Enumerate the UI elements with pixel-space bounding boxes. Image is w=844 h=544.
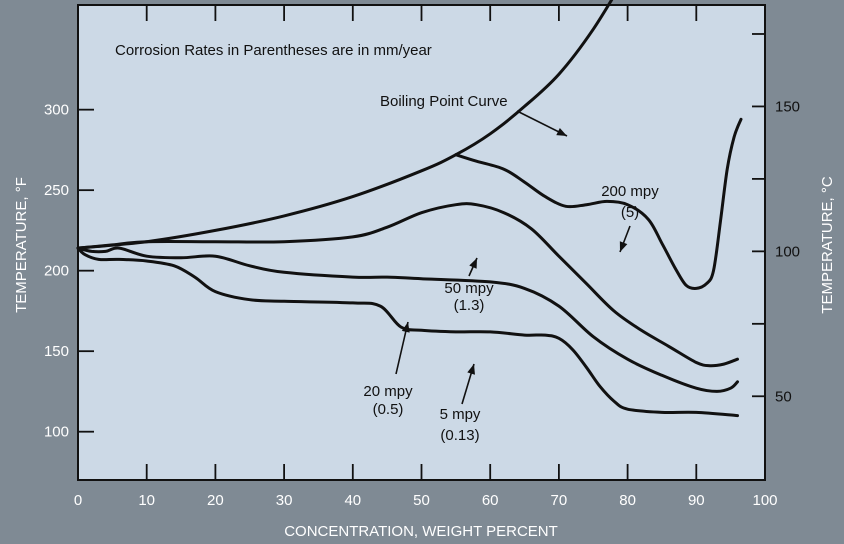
x-tick-label: 70 (551, 492, 568, 509)
x-axis-title: CONCENTRATION, WEIGHT PERCENT (284, 523, 558, 540)
curve-5-mpy-0-13 (76, 246, 739, 418)
curve-boiling-point-curve (76, 0, 614, 250)
x-tick-label: 30 (276, 492, 293, 509)
boiling-curve-label: Boiling Point Curve (380, 93, 508, 110)
data-curves (76, 0, 743, 418)
x-tick-label: 50 (413, 492, 430, 509)
x-tick-label: 60 (482, 492, 499, 509)
x-tick-label: 10 (138, 492, 155, 509)
y-tick-label-right: 50 (775, 388, 792, 405)
boiling-curve-arrowhead (556, 127, 567, 136)
annotation-arrows (395, 110, 631, 405)
y-tick-label-left: 150 (44, 343, 69, 360)
rate-200-label: 200 mpy (601, 183, 659, 200)
y-tick-label-right: 150 (775, 98, 800, 115)
rate-200-mm-label: (5) (621, 204, 639, 221)
x-tick-label: 0 (74, 492, 82, 509)
y-tick-label-left: 300 (44, 102, 69, 119)
rate-200-arrowhead (619, 241, 628, 252)
y-axis-title-right: TEMPERATURE, °C (819, 176, 836, 314)
x-tick-label: 100 (752, 492, 777, 509)
x-tick-label: 90 (688, 492, 705, 509)
rate-5-arrowhead (467, 364, 475, 375)
curve-20-mpy-0-5 (76, 246, 739, 393)
rate-50-label: 50 mpy (444, 280, 494, 297)
rate-20-label: 20 mpy (363, 383, 413, 400)
x-tick-label: 20 (207, 492, 224, 509)
rate-20-arrowhead (401, 322, 410, 333)
y-tick-label-left: 200 (44, 263, 69, 280)
curve-200-mpy-5 (454, 117, 743, 290)
axis-ticks (77, 5, 766, 480)
corrosion-note: Corrosion Rates in Parentheses are in mm… (115, 42, 432, 59)
y-tick-label-right: 100 (775, 243, 800, 260)
rate-20-mm-label: (0.5) (373, 401, 404, 418)
rate-50-mm-label: (1.3) (454, 297, 485, 314)
x-tick-label: 40 (344, 492, 361, 509)
rate-5-label: 5 mpy (440, 406, 481, 423)
x-tick-label: 80 (619, 492, 636, 509)
axis-tick-labels: 0 10 20 30 40 50 60 70 80 90 100 100 150 200 250 300 50 1… (44, 98, 800, 509)
y-tick-label-left: 250 (44, 182, 69, 199)
y-tick-label-left: 100 (44, 424, 69, 441)
rate-50-arrowhead (469, 258, 477, 269)
rate-5-mm-label: (0.13) (440, 427, 479, 444)
y-axis-title-left: TEMPERATURE, °F (13, 177, 30, 313)
curve-50-mpy-1-3 (76, 202, 739, 368)
